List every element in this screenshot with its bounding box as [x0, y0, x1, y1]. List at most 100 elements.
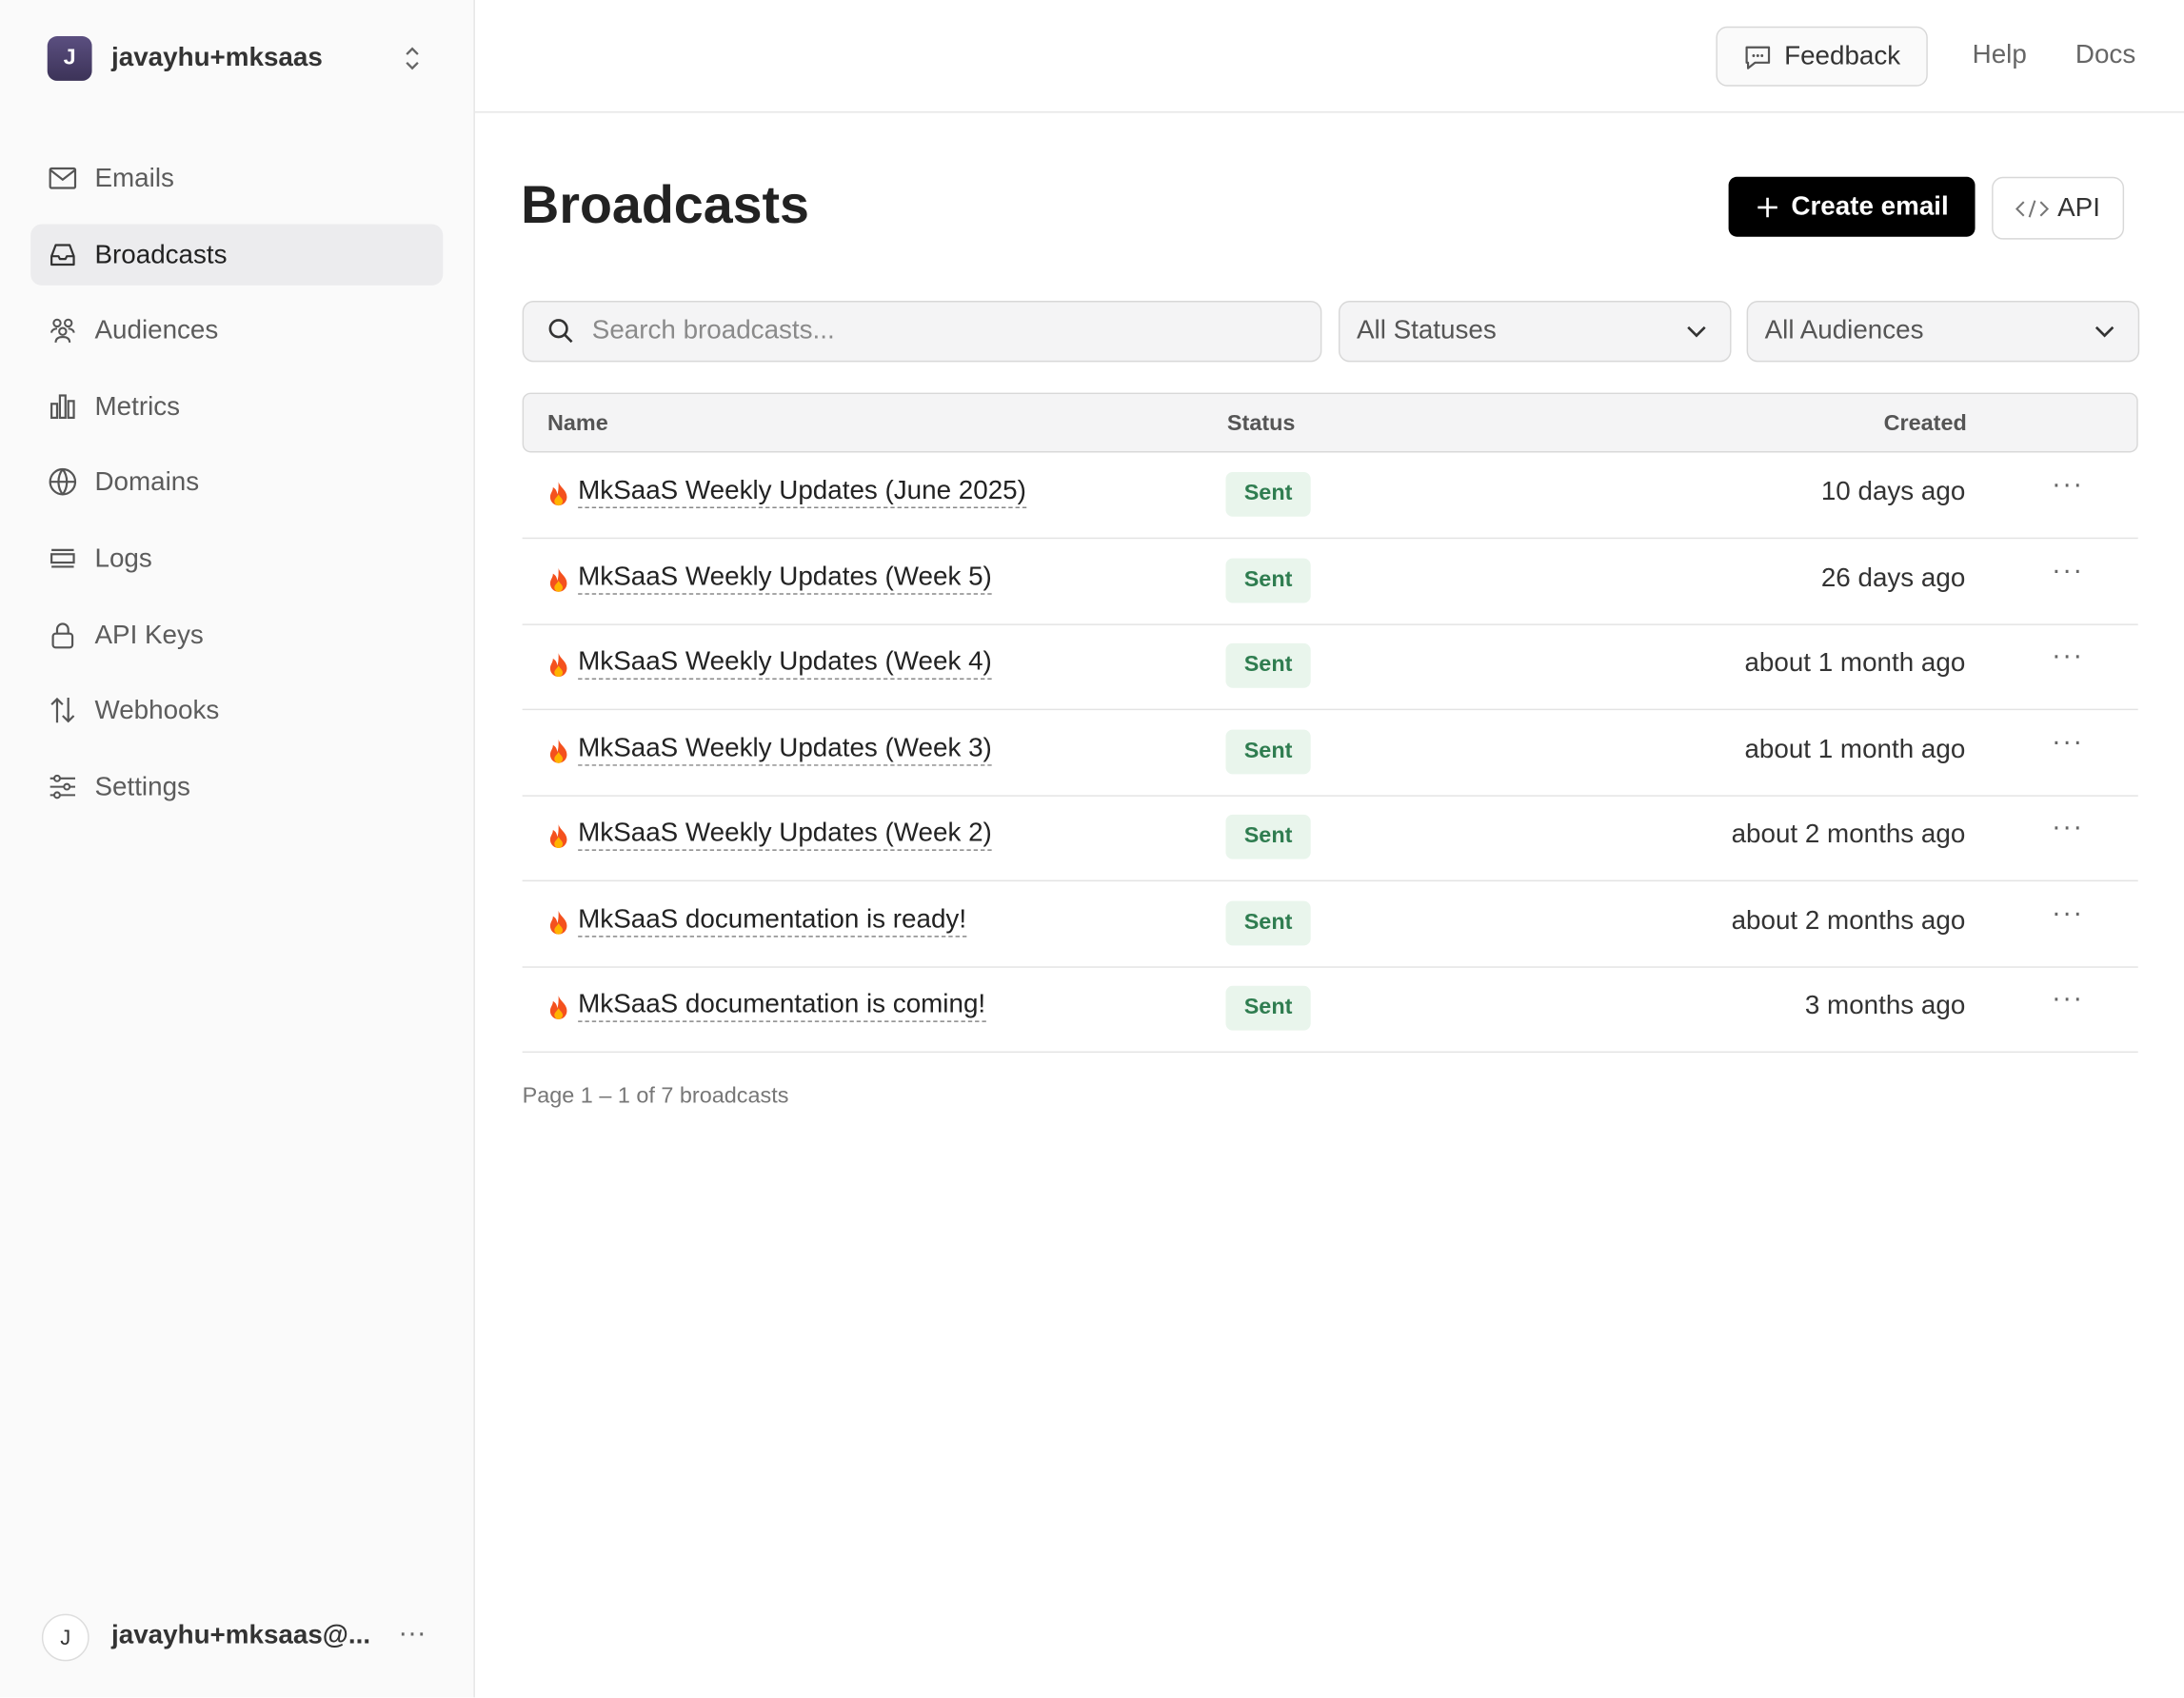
status-badge: Sent: [1225, 557, 1311, 602]
table-row[interactable]: MkSaaS Weekly Updates (Week 4) Sent about …: [522, 623, 2138, 711]
nav-label: Domains: [94, 468, 200, 498]
fire-icon: [549, 653, 567, 678]
table-row[interactable]: MkSaaS Weekly Updates (Week 2) Sent about …: [522, 795, 2138, 882]
broadcast-name[interactable]: MkSaaS Weekly Updates (Week 3): [578, 733, 992, 765]
nav-item[interactable]: Webhooks: [30, 680, 443, 740]
column-header: Name: [546, 412, 608, 436]
status-badge: Sent: [1225, 471, 1311, 517]
nav-icon: [50, 698, 75, 723]
pagination: Page 1 – 1 of 7 broadcasts: [522, 1084, 789, 1109]
fire-icon: [549, 824, 567, 848]
nav-label: Settings: [94, 772, 190, 802]
search-icon: [548, 319, 573, 344]
broadcast-name[interactable]: MkSaaS Weekly Updates (Week 4): [578, 647, 992, 680]
feedback-icon: [1745, 45, 1771, 69]
nav-item[interactable]: Logs: [30, 527, 443, 588]
nav-item[interactable]: Emails: [30, 148, 443, 208]
row-menu[interactable]: ···: [2052, 982, 2084, 1015]
nav-item[interactable]: Audiences: [30, 300, 443, 361]
nav-label: Audiences: [94, 316, 219, 346]
row-menu[interactable]: ···: [2052, 555, 2084, 586]
row-menu[interactable]: ···: [2052, 640, 2084, 672]
nav-label: Metrics: [94, 392, 181, 422]
broadcast-name[interactable]: MkSaaS documentation is ready!: [578, 904, 967, 937]
status-badge: Sent: [1225, 728, 1311, 774]
api-button[interactable]: API: [1992, 176, 2125, 240]
broadcast-name[interactable]: MkSaaS Weekly Updates (Week 5): [578, 562, 992, 594]
created-date: about 2 months ago: [1731, 905, 1966, 936]
status-badge: Sent: [1225, 899, 1311, 945]
chevron: [1687, 326, 1706, 338]
broadcast-name[interactable]: MkSaaS documentation is coming!: [578, 990, 986, 1022]
row-menu[interactable]: ···: [2052, 725, 2084, 758]
search-input[interactable]: Search broadcasts...: [522, 301, 1322, 363]
created-date: 3 months ago: [1804, 991, 1966, 1021]
nav-label: Logs: [94, 544, 152, 574]
docs-link[interactable]: Docs: [2075, 40, 2136, 70]
user-menu[interactable]: ···: [398, 1618, 427, 1649]
api-label: API: [2057, 192, 2100, 223]
nav-icon: [50, 774, 76, 800]
page-title: Broadcasts: [521, 176, 809, 236]
fire-icon: [549, 910, 567, 934]
created-date: 26 days ago: [1820, 563, 1966, 593]
nav-item[interactable]: Domains: [30, 452, 443, 513]
create-email-label: Create email: [1791, 191, 1949, 221]
status-filter[interactable]: All Statuses: [1338, 301, 1732, 363]
nav-label: Broadcasts: [94, 240, 228, 270]
sidebar: J javayhu+mksaas J javayhu+mksaas@... ··…: [0, 0, 475, 1698]
created-date: about 1 month ago: [1744, 648, 1966, 679]
fire-icon: [549, 996, 567, 1019]
user-name[interactable]: javayhu+mksaas@...: [111, 1620, 371, 1650]
nav-label: API Keys: [94, 620, 204, 650]
row-menu[interactable]: ···: [2052, 469, 2084, 501]
nav-icon: [50, 548, 75, 568]
nav-label: Emails: [94, 164, 174, 194]
nav-item[interactable]: Settings: [30, 756, 443, 817]
created-date: about 2 months ago: [1731, 819, 1966, 850]
nav-icon: [49, 468, 77, 497]
created-date: about 1 month ago: [1744, 734, 1966, 764]
table-header: Name Status Created: [522, 392, 2138, 453]
nav-icon: [50, 243, 75, 266]
code-icon: [2015, 199, 2050, 217]
column-header: Status: [1226, 412, 1296, 436]
broadcast-name[interactable]: MkSaaS Weekly Updates (June 2025): [578, 476, 1026, 508]
row-menu[interactable]: ···: [2052, 897, 2084, 929]
table-row[interactable]: MkSaaS Weekly Updates (Week 3) Sent about …: [522, 709, 2138, 797]
help-link[interactable]: Help: [1972, 40, 2027, 70]
nav-label: Webhooks: [94, 696, 220, 726]
status-badge: Sent: [1225, 814, 1311, 859]
nav-icon: [51, 622, 74, 648]
create-email-button[interactable]: Create email: [1728, 176, 1976, 237]
user-avatar: J: [41, 1613, 89, 1662]
status-badge: Sent: [1225, 985, 1311, 1031]
nav-item[interactable]: API Keys: [30, 603, 443, 664]
column-header: Created: [1883, 412, 1967, 436]
table-row[interactable]: MkSaaS Weekly Updates (Week 5) Sent 26 day…: [522, 538, 2138, 625]
table-row[interactable]: MkSaaS documentation is coming! Sent 3 mon…: [522, 966, 2138, 1054]
table-row[interactable]: MkSaaS Weekly Updates (June 2025) Sent 10 …: [522, 452, 2138, 540]
fire-icon: [549, 739, 567, 762]
fire-icon: [549, 567, 567, 592]
nav-icon: [50, 394, 75, 419]
nav-icon: [50, 319, 75, 344]
nav-item[interactable]: Metrics: [30, 376, 443, 437]
workspace-name[interactable]: javayhu+mksaas: [111, 43, 323, 73]
feedback-button[interactable]: Feedback: [1716, 26, 1928, 87]
workspace-switcher[interactable]: [401, 45, 423, 72]
row-menu[interactable]: ···: [2052, 811, 2084, 843]
table-row[interactable]: MkSaaS documentation is ready! Sent about …: [522, 880, 2138, 968]
workspace-avatar: J: [47, 36, 92, 81]
broadcast-name[interactable]: MkSaaS Weekly Updates (Week 2): [578, 819, 992, 851]
created-date: 10 days ago: [1820, 477, 1966, 507]
audience-filter-label: All Audiences: [1764, 316, 1924, 346]
nav-icon: [49, 167, 77, 189]
status-badge: Sent: [1225, 642, 1311, 688]
nav-item[interactable]: Broadcasts: [30, 223, 444, 286]
plus-icon: [1757, 197, 1777, 217]
audience-filter[interactable]: All Audiences: [1746, 301, 2140, 363]
